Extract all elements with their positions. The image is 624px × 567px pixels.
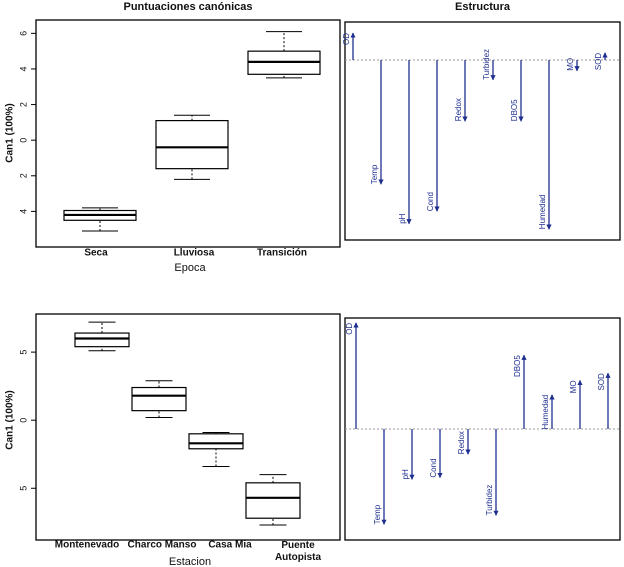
- y-tick-label: 2: [18, 173, 28, 178]
- x-axis-label: Epoca: [174, 262, 206, 274]
- variable-label: Humedad: [541, 395, 550, 430]
- variable-label: DBO5: [513, 355, 522, 377]
- variable-label: Temp: [373, 504, 382, 524]
- box: [245, 482, 301, 519]
- y-tick-label: 4: [18, 66, 28, 71]
- variable-label: OD: [342, 33, 351, 45]
- variable-label: Redox: [457, 431, 466, 454]
- y-tick-label: 0: [18, 138, 28, 143]
- variable-label: Humedad: [538, 195, 547, 230]
- variable-label: Temp: [370, 164, 379, 184]
- x-tick-label: Charco Manso: [128, 540, 197, 551]
- variable-label: SOD: [597, 373, 606, 391]
- x-tick-label: Puente Autopista: [275, 540, 322, 563]
- y-axis-label: Can1 (100%): [5, 103, 16, 162]
- x-tick-label: Transición: [257, 248, 307, 259]
- panel-frame: [35, 19, 341, 248]
- panel-frame: [35, 313, 341, 541]
- variable-label: Turbidez: [482, 49, 491, 80]
- box: [74, 332, 130, 348]
- y-tick-label: 5: [18, 486, 28, 491]
- x-axis-label: Estacion: [169, 556, 211, 567]
- y-tick-label: 6: [18, 31, 28, 36]
- box: [188, 433, 244, 450]
- x-tick-label: Seca: [84, 248, 108, 259]
- box: [155, 119, 229, 170]
- panel-frame: [344, 21, 621, 241]
- y-tick-label: 0: [18, 418, 28, 423]
- variable-label: MO: [569, 380, 578, 393]
- y-axis-label: Can1 (100%): [5, 390, 16, 449]
- variable-label: pH: [401, 469, 410, 479]
- variable-label: Cond: [426, 192, 435, 211]
- variable-label: SOD: [594, 53, 603, 71]
- variable-label: DBO5: [510, 99, 519, 121]
- chart-title: Estructura: [455, 1, 511, 13]
- variable-label: OD: [345, 323, 354, 335]
- x-tick-label: Casa Mia: [208, 540, 252, 551]
- x-tick-label: Lluviosa: [174, 248, 215, 259]
- chart-title: Puntuaciones canónicas: [124, 1, 253, 13]
- box: [131, 386, 187, 412]
- variable-label: pH: [398, 213, 407, 223]
- y-tick-label: 2: [18, 102, 28, 107]
- y-tick-label: 4: [18, 209, 28, 214]
- variable-label: Turbidez: [485, 485, 494, 516]
- variable-label: MO: [566, 58, 575, 71]
- x-tick-label: Montenevado: [55, 540, 119, 551]
- variable-label: Redox: [454, 98, 463, 121]
- y-tick-label: 5: [18, 350, 28, 355]
- variable-label: Cond: [429, 458, 438, 477]
